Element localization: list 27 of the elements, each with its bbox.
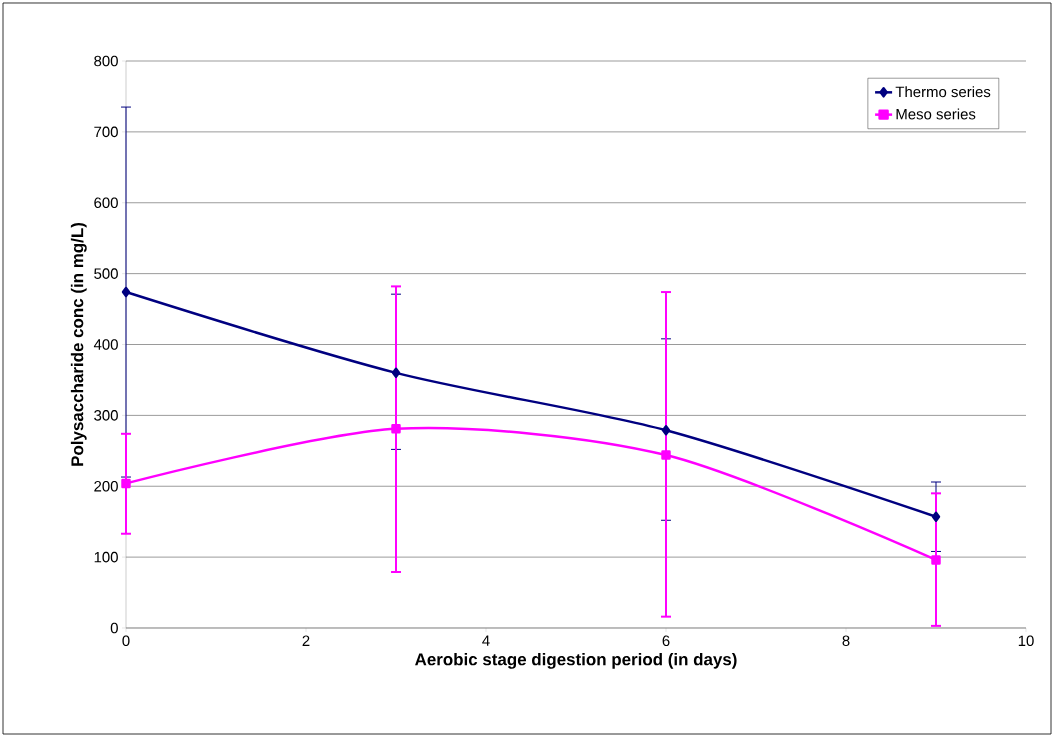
x-tick-label: 8 — [842, 635, 850, 647]
point — [661, 425, 671, 436]
x-axis-title: Aerobic stage digestion period (in days) — [415, 652, 737, 669]
x-tick-label: 2 — [302, 635, 310, 646]
y-tick-label: 0 — [110, 622, 118, 634]
y-tick-label: 300 — [94, 410, 118, 421]
point — [391, 367, 401, 379]
legend-label: Thermo series — [895, 86, 991, 98]
y-axis-title: Polysaccharide conc (in mg/L) — [70, 223, 87, 466]
y-tick-label: 100 — [94, 551, 118, 563]
y-tick-label: 600 — [94, 197, 118, 209]
point — [121, 286, 131, 298]
y-tick-label: 400 — [93, 339, 118, 350]
y-tick-label: 700 — [94, 126, 118, 138]
point — [931, 555, 941, 565]
y-tick-label: 500 — [94, 268, 118, 279]
y-tick-label: 800 — [94, 55, 118, 67]
point — [931, 511, 941, 522]
y-tick-label: 200 — [94, 480, 118, 492]
legend-label: Meso series — [896, 108, 976, 120]
x-tick-label: 10 — [1018, 635, 1034, 647]
point — [661, 450, 671, 460]
x-tick-label: 6 — [662, 635, 670, 647]
x-tick-label: 0 — [122, 635, 130, 647]
point — [391, 424, 401, 434]
x-tick-label: 4 — [482, 635, 490, 646]
point — [121, 478, 131, 489]
